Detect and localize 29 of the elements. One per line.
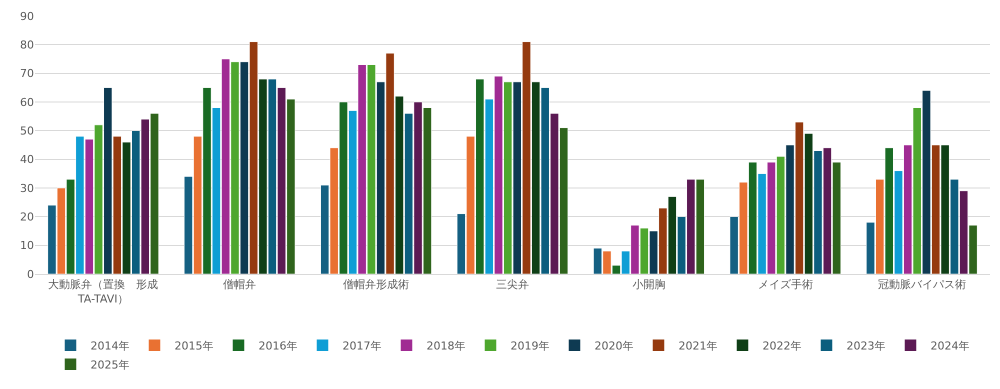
y-tick-label: 60 — [20, 96, 34, 109]
x-tick-label: 冠動脈バイパス術 — [878, 278, 966, 292]
y-tick-label: 10 — [20, 239, 34, 252]
y-tick-label: 0 — [27, 268, 34, 281]
legend-label: 2014年 — [90, 340, 130, 353]
legend-label: 2016年 — [258, 340, 298, 353]
x-tick-label: 大動脈弁（置換 形成 TA-TAVI） — [48, 278, 158, 306]
legend-label: 2015年 — [174, 340, 214, 353]
legend-label: 2018年 — [426, 340, 466, 353]
y-tick-label: 80 — [20, 38, 34, 52]
y-tick-label: 30 — [20, 182, 34, 195]
legend-label: 2020年 — [594, 340, 634, 353]
legend-label: 2023年 — [846, 340, 886, 353]
x-tick-label: メイズ手術 — [758, 278, 813, 292]
y-tick-label: 50 — [20, 124, 34, 138]
y-tick-label: 90 — [20, 10, 34, 23]
legend-label: 2024年 — [930, 340, 970, 353]
legend-label: 2017年 — [342, 340, 382, 353]
x-tick-label: 小開胸 — [632, 278, 666, 292]
legend-label: 2022年 — [762, 340, 802, 353]
y-tick-label: 20 — [20, 210, 34, 224]
x-tick-label: 僧帽弁 — [223, 278, 256, 292]
y-tick-label: 40 — [20, 153, 34, 166]
legend-label: 2025年 — [90, 358, 130, 372]
y-tick-label: 70 — [20, 67, 34, 80]
legend-label: 2019年 — [510, 340, 550, 353]
x-tick-label: 僧帽弁形成術 — [343, 278, 410, 292]
legend-label: 2021年 — [678, 340, 718, 353]
x-tick-label: 三尖弁 — [496, 278, 529, 292]
